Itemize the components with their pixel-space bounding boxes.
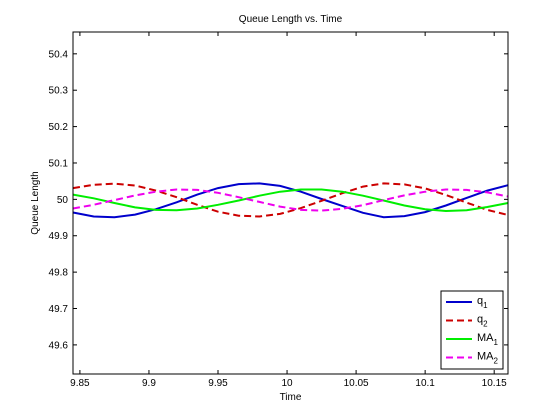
legend: q1 q2 MA1 MA2: [440, 290, 504, 370]
legend-label-2: q2: [477, 314, 488, 329]
y-tick-label: 50.3: [49, 86, 69, 97]
legend-label-4: MA2: [477, 351, 499, 366]
legend-label-1: q1: [477, 295, 488, 310]
chart-title: Queue Length vs. Time: [239, 14, 343, 25]
x-tick-label: 9.95: [208, 378, 228, 389]
y-tick-label: 49.8: [49, 268, 69, 279]
y-tick-label: 50.1: [49, 158, 69, 169]
y-tick-label: 50.4: [49, 49, 69, 60]
y-tick-label: 49.7: [49, 304, 69, 315]
series-line-2: [72, 182, 509, 218]
legend-label-3: MA1: [477, 332, 499, 347]
x-tick-label: 10.1: [415, 378, 435, 389]
x-tick-label: 10: [281, 378, 293, 389]
x-axis-label: Time: [280, 392, 302, 403]
series-line-3: [72, 188, 509, 213]
x-tick-label: 9.85: [70, 378, 90, 389]
x-tick-label: 10.05: [344, 378, 369, 389]
y-tick-label: 50: [57, 195, 69, 206]
y-tick-label: 50.2: [49, 122, 69, 133]
series-line-1: [72, 182, 509, 219]
y-axis-label: Queue Length: [30, 171, 41, 234]
x-tick-label: 10.15: [482, 378, 507, 389]
y-tick-label: 49.6: [49, 340, 69, 351]
legend-box: [440, 290, 504, 370]
series-layer: [72, 182, 509, 219]
series-line-4: [72, 188, 509, 212]
y-tick-label: 49.9: [49, 231, 69, 242]
ticks-layer: 9.85 9.9 9.95 10 10.05 10.1 10.15 49.6 49.7 49.8 4…: [49, 32, 508, 389]
x-tick-label: 9.9: [142, 378, 156, 389]
plot-frame: [72, 31, 509, 375]
